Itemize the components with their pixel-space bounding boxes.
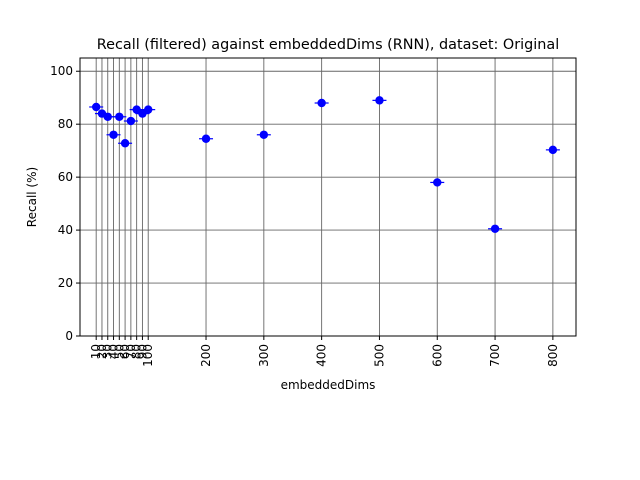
data-point: [317, 98, 326, 108]
y-tick-label: 60: [58, 170, 73, 184]
y-tick-label: 0: [65, 329, 73, 343]
x-tick-label: 20: [95, 344, 109, 359]
x-tick-label: 40: [107, 344, 121, 359]
x-tick-label: 90: [135, 344, 149, 359]
x-tick-label: 200: [199, 344, 213, 367]
x-tick-label: 100: [141, 344, 155, 367]
data-point: [126, 116, 136, 126]
data-point: [115, 112, 124, 121]
data-point: [375, 96, 384, 105]
x-tick-label: 300: [257, 344, 271, 367]
data-point: [548, 145, 558, 155]
data-point: [490, 224, 500, 233]
y-axis-label: Recall (%): [25, 167, 39, 227]
data-point: [103, 112, 112, 121]
data-point: [201, 134, 211, 143]
data-point: [91, 102, 101, 112]
data-point: [109, 130, 118, 139]
data-point: [144, 105, 153, 114]
x-tick-label: 50: [112, 344, 126, 359]
x-tick-label: 60: [118, 344, 132, 359]
y-tick-label: 100: [50, 64, 73, 78]
x-tick-label: 500: [372, 344, 386, 367]
x-tick-label: 400: [315, 344, 329, 367]
x-tick-label: 30: [101, 344, 115, 359]
points-layer: [89, 96, 560, 233]
x-tick-label: 10: [89, 344, 103, 359]
y-tick-label: 20: [58, 276, 73, 290]
y-tick-label: 80: [58, 117, 73, 131]
x-tick-label: 800: [546, 344, 560, 367]
x-tick-label: 70: [124, 344, 138, 359]
x-axis-label: embeddedDims: [281, 378, 376, 392]
x-tick-label: 700: [488, 344, 502, 367]
data-point: [433, 178, 442, 187]
x-tick-label: 80: [130, 344, 144, 359]
chart-title: Recall (filtered) against embeddedDims (…: [97, 37, 559, 53]
data-point: [120, 139, 130, 148]
x-tick-label: 600: [430, 344, 444, 367]
y-tick-label: 40: [58, 223, 73, 237]
data-point: [259, 130, 269, 139]
plot-frame: [79, 57, 577, 337]
